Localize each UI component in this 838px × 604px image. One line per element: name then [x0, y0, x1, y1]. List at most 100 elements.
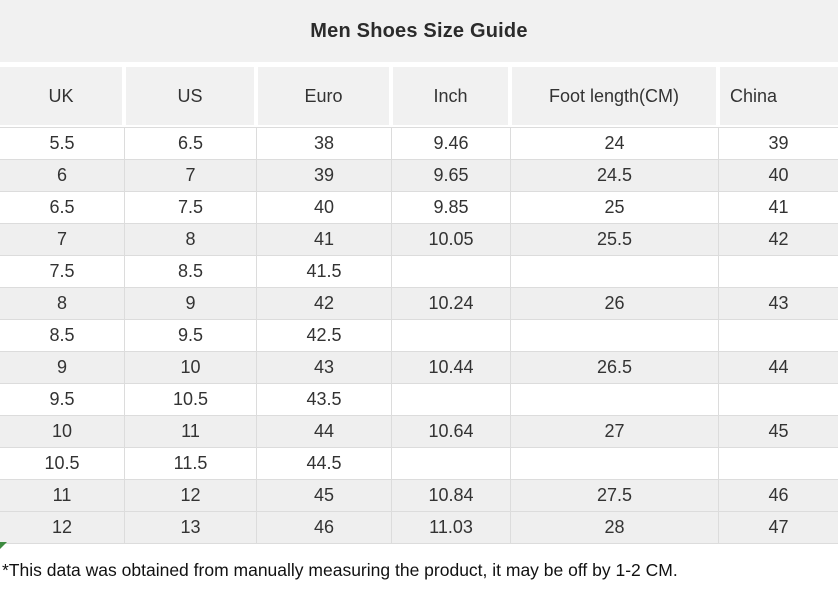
table-cell: 25 [511, 192, 719, 223]
table-row: 8 9 42 10.24 26 43 [0, 288, 838, 320]
table-cell: 9.85 [392, 192, 511, 223]
table-cell: 11.03 [392, 512, 511, 543]
table-cell: 9 [0, 352, 125, 383]
table-row: 9 10 43 10.44 26.5 44 [0, 352, 838, 384]
table-cell: 46 [768, 485, 789, 505]
table-row: 7.5 8.5 41.5 [0, 256, 838, 288]
table-cell: 43 [768, 293, 789, 313]
table-cell [392, 320, 511, 351]
table-cell [719, 320, 838, 351]
table-cell [511, 448, 719, 479]
table-cell: 9.5 [125, 320, 257, 351]
green-corner-marker-icon [0, 542, 7, 549]
table-cell: 9.46 [392, 128, 511, 159]
table-cell: 45 [257, 480, 392, 511]
table-cell: 11 [0, 480, 125, 511]
table-cell [392, 256, 511, 287]
table-cell: 42 [257, 288, 392, 319]
table-row: 8.5 9.5 42.5 [0, 320, 838, 352]
table-row: 12 13 46 11.03 28 47 [0, 512, 838, 544]
table-cell [719, 384, 838, 415]
table-cell: 44 [768, 357, 789, 377]
column-header-inch: Inch [393, 67, 512, 125]
table-cell: 41 [768, 197, 789, 217]
table-cell: 9 [125, 288, 257, 319]
table-cell: 42.5 [257, 320, 392, 351]
table-cell: 8.5 [0, 320, 125, 351]
table-cell: 27.5 [511, 480, 719, 511]
table-cell: 9.5 [0, 384, 125, 415]
size-guide-title-band: Men Shoes Size Guide [0, 0, 838, 62]
table-cell [392, 448, 511, 479]
table-row: 7 8 41 10.05 25.5 42 [0, 224, 838, 256]
table-cell [511, 256, 719, 287]
table-cell: 8 [0, 288, 125, 319]
table-cell: 12 [125, 480, 257, 511]
table-row: 10.5 11.5 44.5 [0, 448, 838, 480]
table-cell: 41.5 [257, 256, 392, 287]
table-cell: 11 [125, 416, 257, 447]
table-cell: 6.5 [125, 128, 257, 159]
table-cell: 46 [257, 512, 392, 543]
table-cell [719, 256, 838, 287]
table-cell: 13 [125, 512, 257, 543]
table-cell: 39 [257, 160, 392, 191]
table-cell: 10.05 [392, 224, 511, 255]
column-header-china: China [720, 67, 838, 125]
table-cell: 10 [0, 416, 125, 447]
table-cell: 39 [768, 133, 789, 153]
table-cell: 7.5 [0, 256, 125, 287]
table-row: 10 11 44 10.64 27 45 [0, 416, 838, 448]
table-cell: 24.5 [511, 160, 719, 191]
table-cell: 12 [0, 512, 125, 543]
table-row: 5.5 6.5 38 9.46 24 39 [0, 128, 838, 160]
table-cell: 45 [768, 421, 789, 441]
table-cell: 8.5 [125, 256, 257, 287]
table-cell: 24 [511, 128, 719, 159]
column-header-uk: UK [0, 67, 126, 125]
table-cell: 7.5 [125, 192, 257, 223]
table-cell: 26.5 [511, 352, 719, 383]
table-cell: 43 [257, 352, 392, 383]
table-cell: 44.5 [257, 448, 392, 479]
table-cell [719, 448, 838, 479]
table-cell: 26 [511, 288, 719, 319]
table-cell: 10.5 [0, 448, 125, 479]
table-cell: 5.5 [0, 128, 125, 159]
table-cell: 6 [0, 160, 125, 191]
measurement-disclaimer: *This data was obtained from manually me… [2, 560, 678, 580]
table-cell: 27 [511, 416, 719, 447]
table-cell: 7 [0, 224, 125, 255]
column-header-euro: Euro [258, 67, 393, 125]
table-cell: 38 [257, 128, 392, 159]
table-cell: 47 [768, 517, 789, 537]
page-title: Men Shoes Size Guide [310, 19, 528, 42]
table-cell: 42 [768, 229, 789, 249]
table-cell: 40 [257, 192, 392, 223]
size-table-header-row: UK US Euro Inch Foot length(CM) China [0, 67, 838, 125]
table-cell: 28 [511, 512, 719, 543]
table-cell: 9.65 [392, 160, 511, 191]
table-cell: 43.5 [257, 384, 392, 415]
table-cell: 6.5 [0, 192, 125, 223]
table-cell: 10 [125, 352, 257, 383]
table-cell: 10.64 [392, 416, 511, 447]
table-cell: 10.84 [392, 480, 511, 511]
table-cell [511, 320, 719, 351]
table-row: 6.5 7.5 40 9.85 25 41 [0, 192, 838, 224]
table-row: 6 7 39 9.65 24.5 40 [0, 160, 838, 192]
table-cell: 44 [257, 416, 392, 447]
column-header-foot-length: Foot length(CM) [512, 67, 720, 125]
table-cell: 7 [125, 160, 257, 191]
size-table-body: 5.5 6.5 38 9.46 24 39 6 7 39 9.65 24.5 40 6.5 7.5 40 9.… [0, 127, 838, 544]
table-cell: 11.5 [125, 448, 257, 479]
table-row: 9.5 10.5 43.5 [0, 384, 838, 416]
table-cell: 10.24 [392, 288, 511, 319]
column-header-us: US [126, 67, 258, 125]
table-cell: 25.5 [511, 224, 719, 255]
table-row: 11 12 45 10.84 27.5 46 [0, 480, 838, 512]
table-cell [392, 384, 511, 415]
table-cell: 40 [768, 165, 789, 185]
table-cell: 41 [257, 224, 392, 255]
